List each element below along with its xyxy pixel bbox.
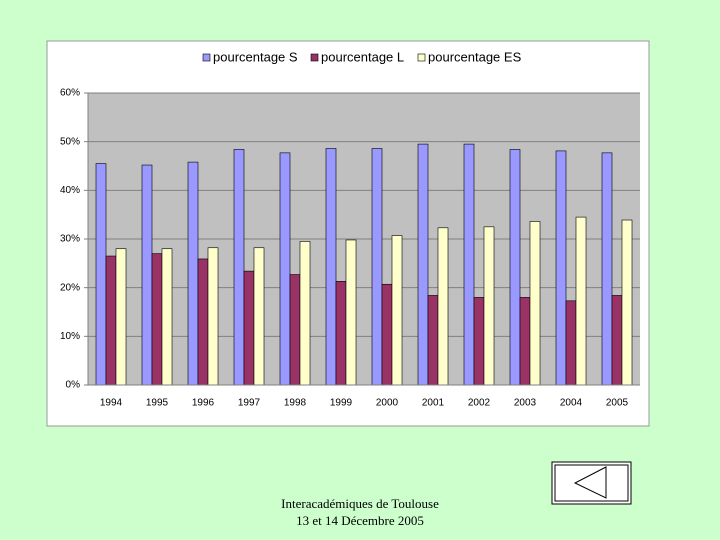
x-tick-label: 1996 (192, 398, 215, 409)
legend-swatch (202, 53, 211, 62)
bar (325, 148, 337, 386)
x-tick-label: 1997 (238, 398, 261, 409)
y-tick-label: 0% (66, 380, 81, 391)
x-tick-label: 1998 (284, 398, 307, 409)
bar (253, 247, 265, 386)
bar (161, 248, 173, 386)
bar (529, 221, 541, 386)
bar (289, 274, 301, 386)
button-inner[interactable] (554, 464, 629, 502)
footer-line: 13 et 14 Décembre 2005 (296, 513, 424, 528)
x-tick-label: 2005 (606, 398, 629, 409)
bar (509, 149, 521, 386)
bar (207, 247, 219, 386)
legend-label: pourcentage ES (428, 49, 522, 64)
x-tick-label: 1994 (100, 398, 123, 409)
bar (115, 248, 127, 386)
x-tick-label: 2002 (468, 398, 491, 409)
legend-label: pourcentage S (213, 49, 298, 64)
bar (621, 219, 633, 386)
bar (279, 152, 291, 386)
bar (555, 150, 567, 386)
back-button[interactable] (551, 461, 632, 505)
chart: 0% 10% 20% 30% 40% 50% 60% 1994 1995 1996 1997 1998… (60, 49, 640, 409)
y-tick-label: 30% (60, 234, 80, 245)
legend-swatch (417, 53, 426, 62)
bar (233, 149, 245, 386)
y-tick-label: 40% (60, 185, 80, 196)
bar (345, 239, 357, 386)
bar (611, 295, 623, 386)
bar (391, 235, 403, 386)
bar (151, 253, 163, 386)
bar (463, 143, 475, 386)
y-tick-label: 10% (60, 331, 80, 342)
bar (437, 227, 449, 386)
bar (575, 216, 587, 386)
bar (483, 226, 495, 386)
button-frame[interactable] (551, 461, 632, 505)
bar (141, 164, 153, 386)
back-arrow[interactable] (573, 466, 607, 499)
bar (427, 295, 439, 386)
bar (95, 163, 107, 386)
y-tick-label: 60% (60, 88, 80, 99)
x-tick-label: 1995 (146, 398, 169, 409)
legend-label: pourcentage L (321, 49, 404, 64)
bar (197, 258, 209, 386)
x-tick-label: 2001 (422, 398, 445, 409)
bar (371, 148, 383, 386)
footer-line: Interacadémiques de Toulouse (281, 496, 439, 511)
bar (299, 241, 311, 386)
legend-swatch (310, 53, 319, 62)
bar (105, 255, 117, 386)
bar (243, 270, 255, 386)
bar (473, 297, 485, 386)
bar (601, 152, 613, 386)
y-tick-label: 20% (60, 282, 80, 293)
bar (417, 143, 429, 386)
bar (335, 281, 347, 386)
x-tick-label: 2004 (560, 398, 583, 409)
bar (381, 283, 393, 386)
bar (519, 297, 531, 386)
y-tick-label: 50% (60, 136, 80, 147)
bar (187, 161, 199, 386)
x-tick-label: 2003 (514, 398, 537, 409)
x-tick-label: 2000 (376, 398, 399, 409)
x-tick-label: 1999 (330, 398, 353, 409)
bar (565, 300, 577, 386)
